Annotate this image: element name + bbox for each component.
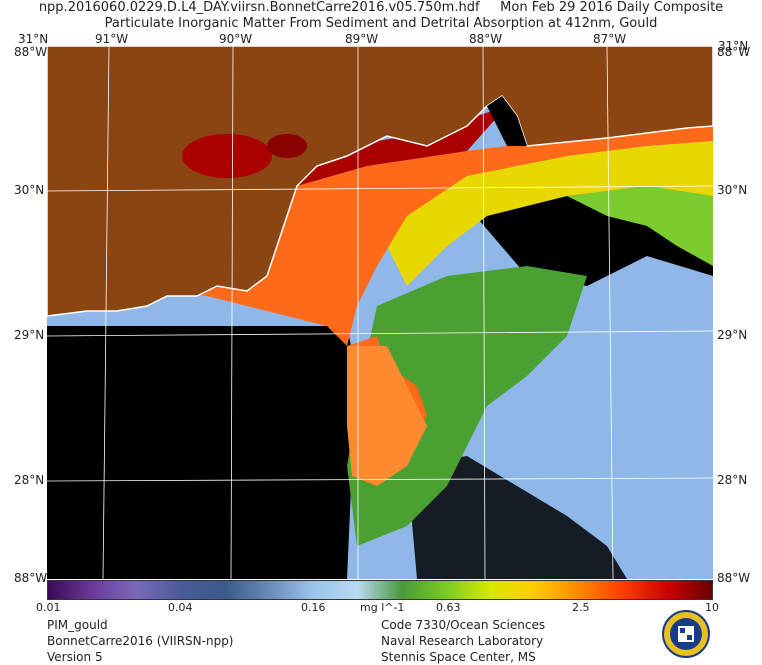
colorbar-tick-5: 2.5 — [572, 601, 590, 614]
nodata-west — [47, 326, 357, 579]
land-mass — [47, 46, 713, 317]
top-lon-label-87: 87°W — [593, 32, 627, 46]
yellow-band — [377, 141, 713, 286]
top-lat-label-right: 31°N — [718, 39, 749, 53]
graticule — [47, 46, 713, 579]
right-label-30n: 30°N — [717, 183, 748, 197]
map-canvas — [47, 46, 713, 579]
lake-borgne — [267, 134, 307, 158]
lake-pontchartrain — [182, 134, 272, 178]
colorbar-tick-0: 0.01 — [36, 601, 61, 614]
top-lon-label-89: 89°W — [345, 32, 379, 46]
left-label-29n: 29°N — [14, 328, 45, 342]
footer-org: Naval Research Laboratory — [381, 634, 544, 648]
top-lat-label-left: 31°N — [18, 32, 49, 46]
colorbar-tick-1: 0.04 — [168, 601, 193, 614]
left-label-bottom: 88°W — [14, 571, 48, 585]
right-label-top: 88°W — [717, 45, 751, 59]
top-lon-label-90: 90°W — [219, 32, 253, 46]
right-label-28n: 28°N — [717, 473, 748, 487]
title-line-1: npp.2016060.0229.D.L4_DAY.viirsn.BonnetC… — [38, 0, 724, 15]
map-image — [47, 46, 713, 579]
colorbar — [47, 580, 713, 600]
left-label-top: 88°W — [14, 45, 48, 59]
footer-dataset: BonnetCarre2016 (VIIRSN-npp) — [47, 634, 234, 648]
footer-version: Version 5 — [47, 650, 103, 664]
colorbar-units: mg l^-1 — [360, 601, 405, 614]
colorbar-tick-6: 10 — [705, 601, 719, 614]
nodata-southeast — [407, 456, 627, 579]
left-label-30n: 30°N — [14, 183, 45, 197]
footer-product: PIM_gould — [47, 618, 108, 632]
top-lon-label-91: 91°W — [95, 32, 129, 46]
colorbar-tick-2: 0.16 — [301, 601, 326, 614]
mobile-bay — [487, 96, 527, 146]
footer-code: Code 7330/Ocean Sciences — [381, 618, 546, 632]
right-label-29n: 29°N — [717, 328, 748, 342]
orange-southern-tongue — [347, 346, 427, 486]
green-plume — [347, 266, 587, 546]
top-lon-label-88: 88°W — [469, 32, 503, 46]
title-line-2: Particulate Inorganic Matter From Sedime… — [104, 16, 658, 31]
colorbar-tick-4: 0.63 — [436, 601, 461, 614]
right-label-bottom: 88°W — [717, 571, 751, 585]
title-block: npp.2016060.0229.D.L4_DAY.viirsn.BonnetC… — [0, 0, 762, 32]
left-label-28n: 28°N — [14, 473, 45, 487]
nrl-seal-icon — [662, 610, 710, 658]
footer-location: Stennis Space Center, MS — [381, 650, 536, 664]
green-coastal-east — [567, 186, 713, 266]
